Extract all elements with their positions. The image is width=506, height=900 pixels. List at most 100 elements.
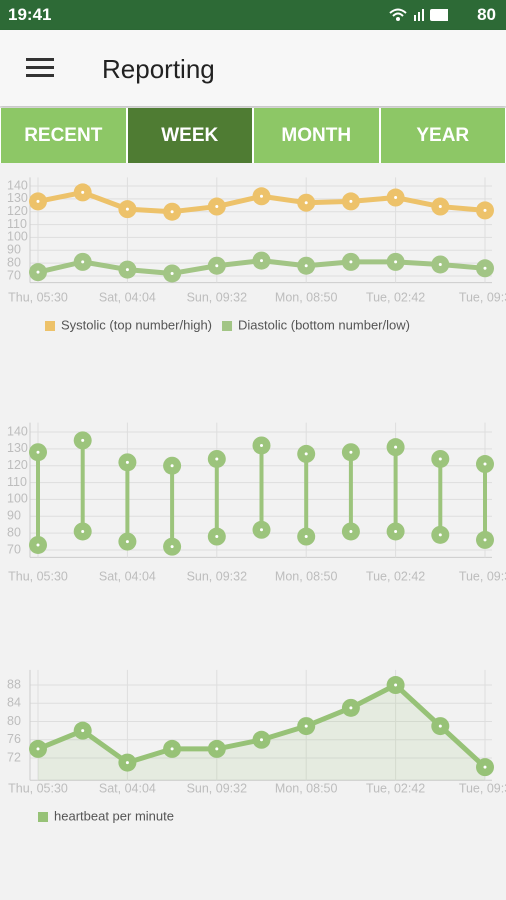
point-center <box>394 683 398 687</box>
point-center <box>438 262 442 266</box>
point <box>297 193 316 212</box>
point-center <box>349 706 353 710</box>
point-center <box>349 450 353 454</box>
x-tick-label: Tue, 09:3 <box>459 781 506 795</box>
point <box>341 698 360 717</box>
point <box>163 264 182 283</box>
point-center <box>81 190 85 194</box>
tab[interactable]: MONTH <box>254 108 379 163</box>
area <box>38 685 485 781</box>
point <box>118 260 137 279</box>
tab[interactable]: RECENT <box>1 108 126 163</box>
x-tick-label: Sun, 09:32 <box>187 290 248 304</box>
point <box>118 453 137 472</box>
x-tick-label: Tue, 09:3 <box>459 569 506 583</box>
legend-label: Systolic (top number/high) <box>61 317 212 332</box>
point-center <box>170 747 174 751</box>
legend-swatch <box>222 321 233 331</box>
point-center <box>483 266 487 270</box>
point <box>476 455 494 474</box>
point-center <box>81 260 85 264</box>
point <box>252 520 271 539</box>
point <box>476 758 494 777</box>
point <box>252 187 271 206</box>
point <box>29 192 47 211</box>
point <box>29 739 47 758</box>
point <box>297 444 316 463</box>
point <box>431 717 450 736</box>
point <box>29 535 47 554</box>
x-tick-label: Sat, 04:04 <box>99 569 156 583</box>
legend-label: heartbeat per minute <box>54 808 174 823</box>
status-bar: 19:41 80 <box>0 0 506 30</box>
x-tick-label: Mon, 08:50 <box>275 781 338 795</box>
point <box>476 201 494 220</box>
menu-button[interactable] <box>26 57 54 79</box>
y-tick-label: 110 <box>7 217 27 231</box>
point-center <box>81 729 85 733</box>
point-center <box>483 765 487 769</box>
status-icons <box>389 8 448 21</box>
point-center <box>260 443 263 447</box>
point <box>118 200 137 219</box>
y-tick-label: 140 <box>7 178 28 192</box>
point <box>297 256 316 275</box>
point <box>252 730 271 749</box>
battery: 80 <box>477 5 496 24</box>
point-center <box>260 259 263 263</box>
point <box>341 252 360 271</box>
point <box>207 197 226 216</box>
title: Reporting <box>102 54 215 84</box>
point <box>341 443 360 462</box>
x-tick-label: Sun, 09:32 <box>187 569 248 583</box>
y-tick-label: 80 <box>7 525 21 539</box>
point-center <box>349 260 353 264</box>
point <box>118 532 137 551</box>
point-center <box>304 201 308 205</box>
point <box>476 259 494 278</box>
x-tick-label: Thu, 05:30 <box>8 290 68 304</box>
point <box>73 252 92 271</box>
series-line <box>37 258 486 276</box>
point <box>118 753 137 772</box>
point-center <box>483 208 487 212</box>
tabs: RECENT WEEK MONTH YEAR <box>0 108 506 163</box>
y-tick-label: 80 <box>7 714 21 728</box>
y-tick-label: 88 <box>7 677 21 691</box>
point-center <box>125 268 129 272</box>
point <box>386 522 405 541</box>
point-center <box>170 271 174 275</box>
point-center <box>438 457 442 461</box>
point <box>297 527 316 546</box>
point-center <box>170 545 174 549</box>
point-center <box>36 199 40 203</box>
point <box>431 197 450 216</box>
point <box>207 256 226 275</box>
point-center <box>81 529 85 533</box>
point <box>163 202 182 221</box>
x-tick-label: Thu, 05:30 <box>8 569 68 583</box>
x-tick-label: Tue, 02:42 <box>366 781 425 795</box>
y-tick-label: 130 <box>7 441 28 455</box>
point <box>386 252 405 271</box>
y-tick-label: 70 <box>7 542 21 556</box>
tab[interactable]: WEEK <box>127 108 252 163</box>
point <box>386 188 405 207</box>
point-center <box>36 543 40 547</box>
point-center <box>394 196 398 200</box>
y-tick-label: 100 <box>7 230 28 244</box>
x-tick-label: Tue, 02:42 <box>366 569 425 583</box>
point <box>207 739 226 758</box>
y-tick-label: 90 <box>7 243 21 257</box>
point <box>207 527 226 546</box>
point-center <box>260 528 263 532</box>
point <box>431 449 450 468</box>
x-tick-label: Sat, 04:04 <box>99 781 156 795</box>
point <box>386 676 405 695</box>
point <box>431 255 450 274</box>
point <box>341 522 360 541</box>
x-tick-label: Mon, 08:50 <box>275 290 338 304</box>
point-center <box>349 199 353 203</box>
x-tick-label: Tue, 09:3 <box>459 290 506 304</box>
tab[interactable]: YEAR <box>380 108 505 163</box>
